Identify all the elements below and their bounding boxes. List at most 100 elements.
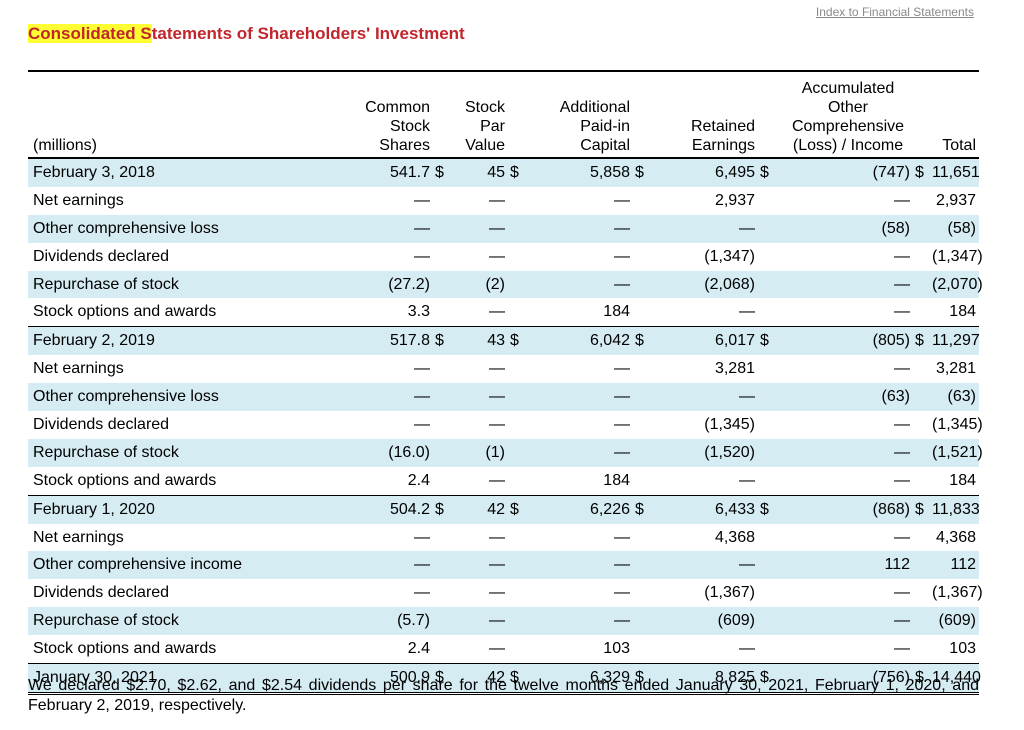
additional-paid-in-capital-cell: — (614, 415, 630, 433)
currency-sign (758, 467, 783, 495)
retained-earnings-cell: 2,937 (714, 191, 755, 209)
currency-sign (433, 579, 458, 607)
stock-par-value-cell: — (489, 471, 505, 489)
total-cell: (1,347) (932, 247, 983, 265)
additional-paid-in-capital-cell: 103 (603, 640, 630, 658)
aoci-cell: — (894, 303, 910, 321)
stock-par-value-cell: — (489, 528, 505, 546)
currency-sign (508, 551, 533, 580)
currency-sign: $ (758, 158, 783, 187)
currency-sign (758, 607, 783, 636)
currency-sign (433, 411, 458, 439)
stock-par-value-cell: (2) (458, 270, 508, 299)
common-stock-shares-cell: (5.7) (353, 607, 433, 636)
currency-sign: $ (913, 494, 929, 524)
common-stock-shares-cell: 541.7 (353, 158, 433, 187)
aoci-cell: — (894, 247, 910, 265)
row-label: Other comprehensive income (28, 551, 353, 580)
currency-sign (508, 524, 533, 552)
stock-par-value-cell: 43 (458, 326, 508, 356)
currency-sign (508, 270, 533, 299)
common-stock-shares-cell: 504.2 (353, 494, 433, 524)
currency-sign (758, 270, 783, 299)
currency-sign: $ (508, 158, 533, 187)
header-units: (millions) (28, 79, 353, 159)
aoci-cell: — (783, 438, 913, 467)
total-cell: 11,297 (929, 326, 980, 356)
retained-earnings-cell: (1,367) (704, 584, 755, 602)
currency-sign (633, 298, 658, 326)
aoci-cell: (756) (783, 663, 913, 695)
additional-paid-in-capital-cell: — (614, 528, 630, 546)
currency-sign (913, 214, 929, 243)
row-label: Repurchase of stock (28, 438, 353, 467)
row-label: February 2, 2019 (28, 326, 353, 356)
total-cell: 184 (949, 303, 976, 321)
aoci-cell: — (894, 360, 910, 378)
total-cell: 112 (929, 551, 979, 580)
row-label: Dividends declared (33, 584, 170, 602)
currency-sign (633, 243, 658, 271)
currency-sign (508, 298, 533, 326)
row-label: Dividends declared (33, 415, 170, 433)
retained-earnings-cell: (1,347) (704, 247, 755, 265)
currency-sign (633, 551, 658, 580)
currency-sign (433, 298, 458, 326)
currency-sign (913, 467, 929, 495)
aoci-cell: — (894, 584, 910, 602)
retained-earnings-cell: — (739, 303, 755, 321)
additional-paid-in-capital-cell: 184 (603, 303, 630, 321)
row-label: Net earnings (33, 191, 124, 209)
header-common-stock-shares: Common Stock Shares (353, 79, 433, 159)
currency-sign (913, 270, 929, 299)
common-stock-shares-cell: 517.8 (353, 326, 433, 356)
total-cell: 14,440 (929, 663, 981, 695)
total-cell: 103 (949, 640, 976, 658)
currency-sign (913, 298, 929, 326)
table-row: Dividends declared — — — (1,367) — (1,367) (28, 579, 983, 607)
additional-paid-in-capital-cell: 5,858 (533, 158, 633, 187)
currency-sign: $ (913, 326, 929, 356)
shareholders-investment-table: (millions) Common Stock Shares Stock Par Val… (28, 79, 983, 695)
stock-par-value-cell: — (458, 551, 508, 580)
additional-paid-in-capital-cell: — (614, 247, 630, 265)
table-row: Other comprehensive loss — — — — (63) (63) (28, 383, 979, 412)
currency-sign: $ (913, 663, 929, 695)
dividends-footnote: We declared $2.70, $2.62, and $2.54 divi… (28, 677, 979, 714)
common-stock-shares-cell: — (353, 383, 433, 412)
row-label: Stock options and awards (33, 640, 217, 658)
currency-sign (433, 551, 458, 580)
currency-sign (913, 383, 929, 412)
aoci-cell: — (894, 640, 910, 658)
row-label: Net earnings (33, 360, 124, 378)
additional-paid-in-capital-cell: — (614, 191, 630, 209)
total-cell: (63) (929, 383, 979, 412)
currency-sign (758, 214, 783, 243)
stock-par-value-cell: 45 (458, 158, 508, 187)
table-row: Other comprehensive loss — — — — (58) (58) (28, 214, 979, 243)
common-stock-shares-cell: (27.2) (353, 270, 433, 299)
stock-par-value-cell: 42 (458, 663, 508, 695)
table-row: Dividends declared — — — (1,347) — (1,347) (28, 243, 983, 271)
row-label: Repurchase of stock (28, 270, 353, 299)
currency-sign: $ (508, 494, 533, 524)
currency-sign (633, 187, 658, 215)
row-label: Stock options and awards (33, 303, 217, 321)
common-stock-shares-cell: — (414, 415, 430, 433)
currency-sign (913, 411, 929, 439)
retained-earnings-cell: 6,017 (658, 326, 758, 356)
total-cell: (58) (929, 214, 979, 243)
aoci-cell: — (783, 270, 913, 299)
currency-sign: $ (758, 326, 783, 356)
common-stock-shares-cell: 2.4 (407, 471, 430, 489)
index-to-financial-statements-link[interactable]: Index to Financial Statements (815, 5, 974, 19)
currency-sign: $ (433, 158, 458, 187)
aoci-cell: — (894, 471, 910, 489)
currency-sign (913, 579, 929, 607)
additional-paid-in-capital-cell: — (614, 360, 630, 378)
stock-par-value-cell: — (458, 383, 508, 412)
additional-paid-in-capital-cell: — (614, 584, 630, 602)
retained-earnings-cell: 3,281 (714, 360, 755, 378)
table-row: Net earnings — — — 4,368 — 4,368 (28, 524, 979, 552)
additional-paid-in-capital-cell: — (533, 270, 633, 299)
